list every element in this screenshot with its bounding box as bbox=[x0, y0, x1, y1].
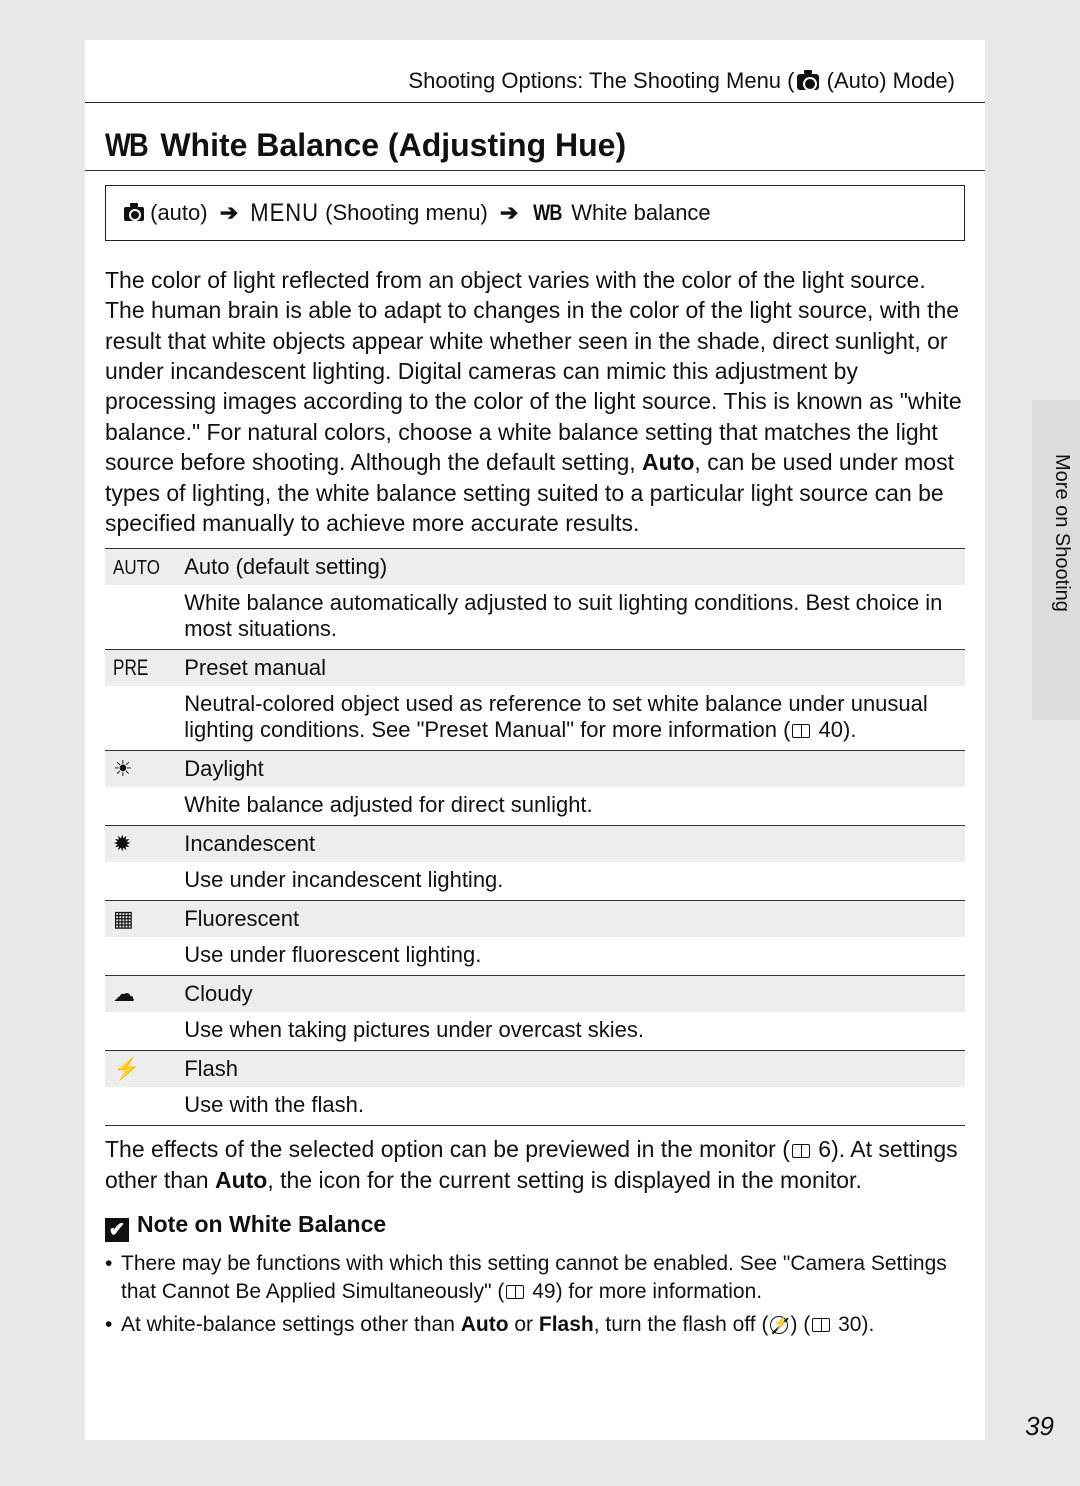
camera-icon bbox=[124, 207, 144, 221]
title-text: White Balance (Adjusting Hue) bbox=[160, 127, 626, 163]
section-tab: More on Shooting bbox=[1032, 400, 1080, 720]
page-ref-icon bbox=[792, 1144, 810, 1158]
option-label: Fluorescent bbox=[176, 901, 965, 938]
breadcrumb: Shooting Options: The Shooting Menu ( (A… bbox=[85, 40, 985, 103]
breadcrumb-mode: (Auto) Mode) bbox=[821, 68, 956, 93]
breadcrumb-prefix: Shooting Options: The Shooting Menu ( bbox=[408, 68, 794, 93]
n1-post: ) for more information. bbox=[556, 1280, 763, 1303]
arrow-icon: ➔ bbox=[500, 200, 518, 225]
note-item: At white-balance settings other than Aut… bbox=[121, 1311, 965, 1339]
outro-pre: The effects of the selected option can b… bbox=[105, 1136, 790, 1162]
arrow-icon: ➔ bbox=[220, 200, 238, 225]
option-icon: ✹ bbox=[105, 826, 176, 863]
outro-post: , the icon for the current setting is di… bbox=[267, 1167, 862, 1193]
intro-pre: The color of light reflected from an obj… bbox=[105, 267, 962, 475]
option-icon: ⚡ bbox=[105, 1051, 176, 1088]
outro-bold: Auto bbox=[215, 1167, 267, 1193]
note-list: There may be functions with which this s… bbox=[85, 1250, 985, 1339]
manual-page: Shooting Options: The Shooting Menu ( (A… bbox=[85, 40, 985, 1440]
n2-mid2: , turn the flash off ( bbox=[594, 1313, 769, 1336]
option-desc: Use under fluorescent lighting. bbox=[176, 937, 965, 976]
n2-mid: or bbox=[509, 1313, 539, 1336]
intro-bold: Auto bbox=[642, 449, 694, 475]
outro-ref: 6 bbox=[818, 1136, 831, 1162]
options-table: AUTOAuto (default setting)White balance … bbox=[105, 548, 965, 1126]
page-ref-icon bbox=[792, 724, 810, 738]
option-desc: Use under incandescent lighting. bbox=[176, 862, 965, 901]
section-tab-label: More on Shooting bbox=[1050, 454, 1073, 612]
outro-paragraph: The effects of the selected option can b… bbox=[85, 1134, 985, 1195]
navpath-c: White balance bbox=[565, 200, 711, 225]
option-label: Daylight bbox=[176, 751, 965, 788]
option-desc: White balance automatically adjusted to … bbox=[176, 585, 965, 650]
n2-ref: 30 bbox=[838, 1313, 861, 1336]
note-item: There may be functions with which this s… bbox=[121, 1250, 965, 1307]
option-label: Cloudy bbox=[176, 976, 965, 1013]
option-desc: Use with the flash. bbox=[176, 1087, 965, 1126]
n2-post: ) ( bbox=[790, 1313, 810, 1336]
intro-paragraph: The color of light reflected from an obj… bbox=[85, 265, 985, 538]
n2-pre: At white-balance settings other than bbox=[121, 1313, 461, 1336]
menu-path-box: (auto) ➔ MENU (Shooting menu) ➔ WB White… bbox=[105, 185, 965, 241]
option-icon: ☀ bbox=[105, 751, 176, 788]
page-number: 39 bbox=[1025, 1411, 1054, 1442]
option-desc: Use when taking pictures under overcast … bbox=[176, 1012, 965, 1051]
page-ref-icon bbox=[506, 1285, 524, 1299]
check-icon: ✔ bbox=[105, 1218, 129, 1242]
n1-ref: 49 bbox=[532, 1280, 555, 1303]
option-icon: ☁ bbox=[105, 976, 176, 1013]
option-desc: White balance adjusted for direct sunlig… bbox=[176, 787, 965, 826]
n2-b1: Auto bbox=[461, 1313, 509, 1336]
option-icon: ▦ bbox=[105, 901, 176, 938]
page-ref-icon bbox=[812, 1318, 830, 1332]
wb-icon: WB bbox=[534, 200, 562, 226]
n2-b2: Flash bbox=[539, 1313, 594, 1336]
wb-icon: WB bbox=[105, 127, 147, 164]
option-desc: Neutral-colored object used as reference… bbox=[176, 686, 965, 751]
note-title: Note on White Balance bbox=[137, 1211, 386, 1237]
option-label: Flash bbox=[176, 1051, 965, 1088]
menu-label: MENU bbox=[250, 198, 319, 228]
note-heading: ✔ Note on White Balance bbox=[85, 1211, 985, 1242]
option-label: Preset manual bbox=[176, 650, 965, 687]
option-icon: PRE bbox=[105, 650, 176, 687]
option-label: Auto (default setting) bbox=[176, 549, 965, 586]
camera-icon bbox=[797, 74, 819, 90]
navpath-b: (Shooting menu) bbox=[319, 200, 494, 225]
n2-end: ). bbox=[861, 1313, 874, 1336]
page-title: WB White Balance (Adjusting Hue) bbox=[85, 127, 985, 171]
option-icon: AUTO bbox=[105, 549, 176, 586]
option-label: Incandescent bbox=[176, 826, 965, 863]
flash-off-icon bbox=[770, 1316, 788, 1334]
navpath-a: (auto) bbox=[144, 200, 214, 225]
